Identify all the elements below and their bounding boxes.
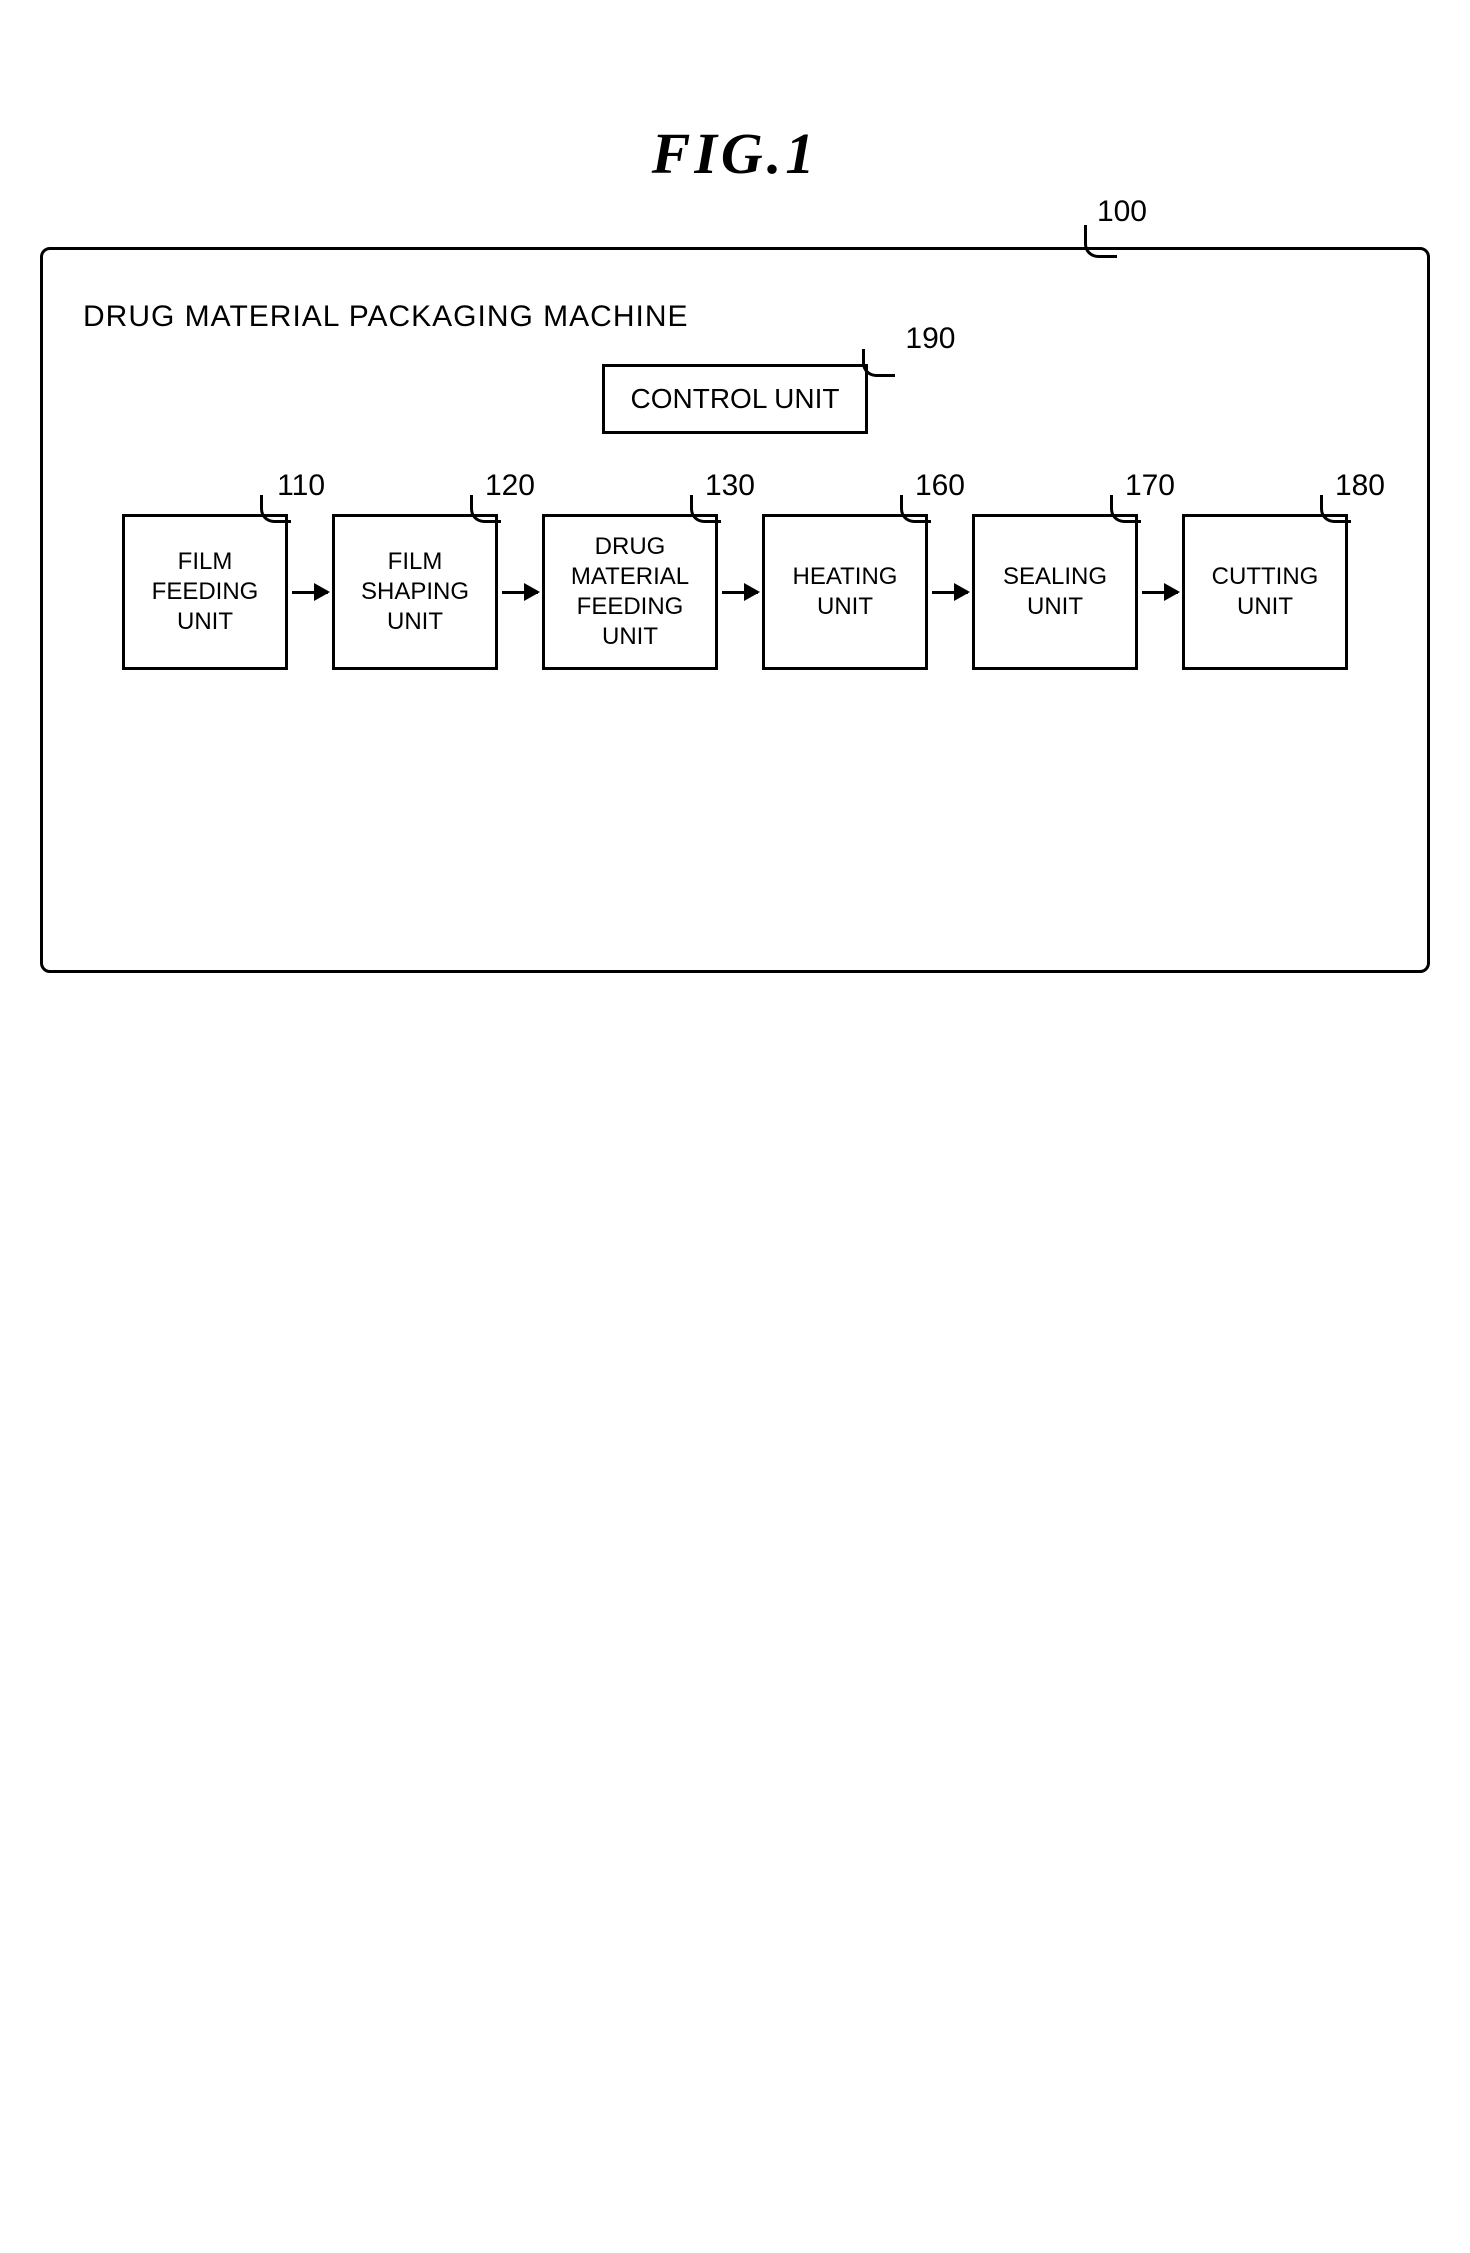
arrow-icon	[292, 591, 328, 594]
ref-hook-icon	[690, 495, 721, 523]
unit-box: FILM SHAPING UNIT120	[332, 514, 498, 670]
control-label: CONTROL UNIT	[631, 383, 840, 414]
ref-hook-icon	[900, 495, 931, 523]
control-unit-box: CONTROL UNIT 190	[602, 364, 869, 434]
unit-label: DRUG MATERIAL FEEDING UNIT	[571, 532, 689, 652]
ref-hook-icon	[470, 495, 501, 523]
unit-box: DRUG MATERIAL FEEDING UNIT130	[542, 514, 718, 670]
ref-hook-icon	[1110, 495, 1141, 523]
ref-hook-icon	[1084, 225, 1117, 258]
ref-hook-icon	[862, 349, 895, 377]
arrow-icon	[932, 591, 968, 594]
unit-label: FILM FEEDING UNIT	[152, 547, 259, 637]
machine-container: 100 DRUG MATERIAL PACKAGING MACHINE CONT…	[40, 247, 1430, 973]
arrow-icon	[722, 591, 758, 594]
unit-label: CUTTING UNIT	[1212, 562, 1319, 622]
control-row: CONTROL UNIT 190	[83, 364, 1387, 434]
unit-label: FILM SHAPING UNIT	[361, 547, 469, 637]
unit-label: SEALING UNIT	[1003, 562, 1107, 622]
unit-box: HEATING UNIT160	[762, 514, 928, 670]
arrow-icon	[502, 591, 538, 594]
figure-title: FIG.1	[40, 120, 1430, 187]
machine-title: DRUG MATERIAL PACKAGING MACHINE	[83, 300, 1387, 334]
flow-row: FILM FEEDING UNIT110 FILM SHAPING UNIT120…	[83, 514, 1387, 670]
unit-box: FILM FEEDING UNIT110	[122, 514, 288, 670]
ref-hook-icon	[1320, 495, 1351, 523]
unit-box: CUTTING UNIT180	[1182, 514, 1348, 670]
ref-hook-icon	[260, 495, 291, 523]
unit-box: SEALING UNIT170	[972, 514, 1138, 670]
unit-label: HEATING UNIT	[793, 562, 898, 622]
machine-ref: 100	[1097, 195, 1147, 229]
arrow-icon	[1142, 591, 1178, 594]
control-ref: 190	[905, 322, 955, 356]
